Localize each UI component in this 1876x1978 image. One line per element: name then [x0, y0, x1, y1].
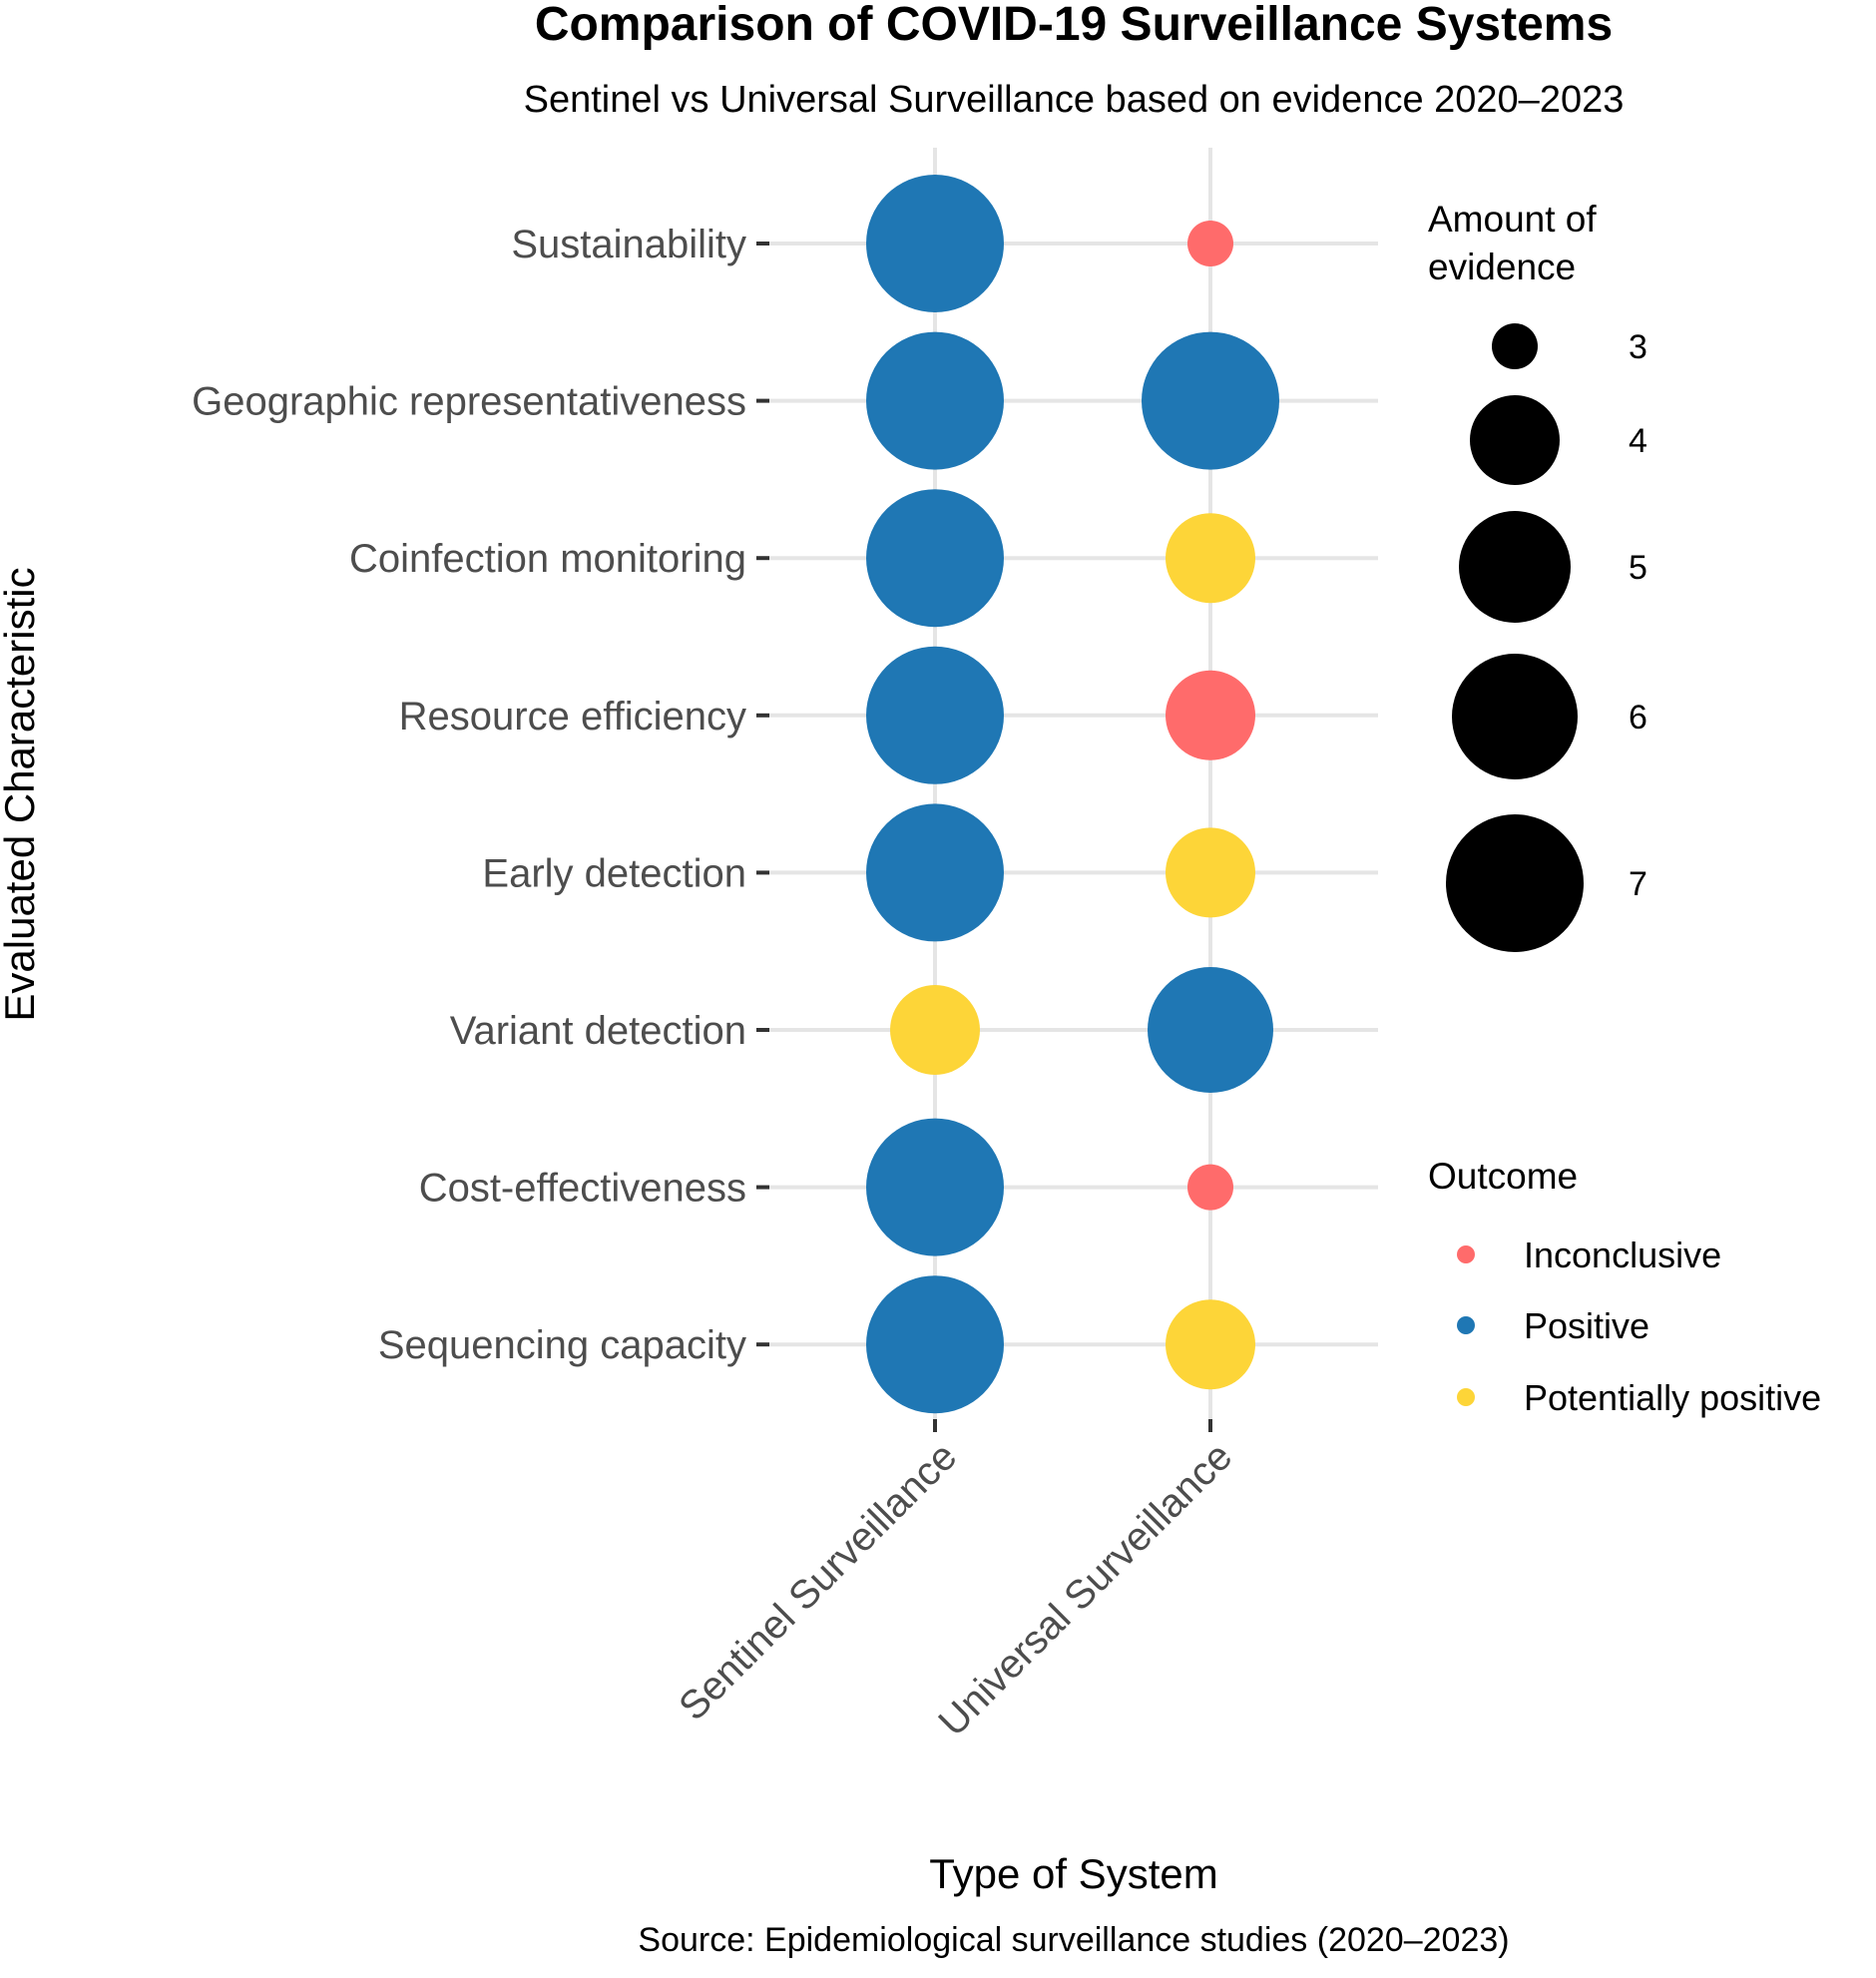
color-legend-label: Potentially positive	[1524, 1377, 1821, 1418]
size-legend-key	[1446, 814, 1584, 952]
size-legend-label: 6	[1629, 699, 1647, 737]
data-point	[1166, 1299, 1255, 1390]
y-tick-label: Resource efficiency	[399, 695, 746, 739]
data-point	[1142, 331, 1279, 470]
data-point	[866, 803, 1004, 942]
data-points	[866, 175, 1279, 1414]
size-legend-title-line2: evidence	[1428, 247, 1576, 287]
color-legend-label: Inconclusive	[1524, 1235, 1721, 1275]
size-legend-key	[1452, 654, 1578, 779]
chart-title: Comparison of COVID-19 Surveillance Syst…	[535, 0, 1613, 51]
y-tick-label: Sequencing capacity	[378, 1323, 746, 1367]
color-legend-key	[1457, 1316, 1475, 1334]
y-tick-label: Early detection	[482, 851, 746, 895]
size-legend-key	[1459, 511, 1571, 623]
data-point	[1148, 967, 1273, 1093]
grid-lines	[769, 148, 1378, 1419]
y-tick-label: Variant detection	[450, 1009, 746, 1053]
size-legend-key	[1470, 395, 1560, 485]
size-legend-label: 4	[1629, 422, 1647, 460]
color-legend-key	[1457, 1245, 1475, 1263]
data-point	[1166, 827, 1255, 918]
caption: Source: Epidemiological surveillance stu…	[638, 1921, 1509, 1959]
size-legend-label: 3	[1629, 328, 1647, 366]
size-legend-label: 5	[1629, 549, 1647, 587]
data-point	[866, 1275, 1004, 1414]
size-legend: Amount of evidence 3 4 5 6 7	[1428, 199, 1647, 952]
data-point	[866, 646, 1004, 784]
size-legend-label: 7	[1629, 865, 1647, 903]
data-point	[890, 985, 980, 1075]
size-legend-key	[1492, 323, 1538, 369]
x-tick-label: Universal Surveillance	[930, 1434, 1240, 1744]
data-point	[866, 1118, 1004, 1256]
data-point	[1166, 670, 1255, 760]
data-point	[866, 175, 1004, 312]
x-tick-label: Sentinel Surveillance	[671, 1434, 965, 1729]
y-tick-label: Cost-effectiveness	[419, 1167, 746, 1211]
data-point	[1187, 1164, 1233, 1211]
y-axis-title: Evaluated Characteristic	[0, 567, 43, 1021]
size-legend-title: Amount of	[1428, 199, 1597, 240]
color-legend-key	[1457, 1388, 1475, 1406]
data-point	[866, 331, 1004, 470]
color-legend-label: Positive	[1524, 1305, 1649, 1346]
y-axis: Sustainability Geographic representativen…	[192, 223, 769, 1367]
color-legend-title: Outcome	[1428, 1156, 1578, 1197]
y-tick-label: Sustainability	[511, 223, 746, 266]
y-tick-label: Coinfection monitoring	[349, 537, 746, 581]
x-axis-title: Type of System	[929, 1850, 1217, 1897]
y-tick-label: Geographic representativeness	[192, 380, 746, 424]
data-point	[1187, 221, 1233, 266]
chart-subtitle: Sentinel vs Universal Surveillance based…	[524, 79, 1625, 121]
data-point	[866, 489, 1004, 628]
data-point	[1166, 513, 1255, 604]
color-legend: Outcome Inconclusive Positive Potentially …	[1428, 1156, 1821, 1418]
